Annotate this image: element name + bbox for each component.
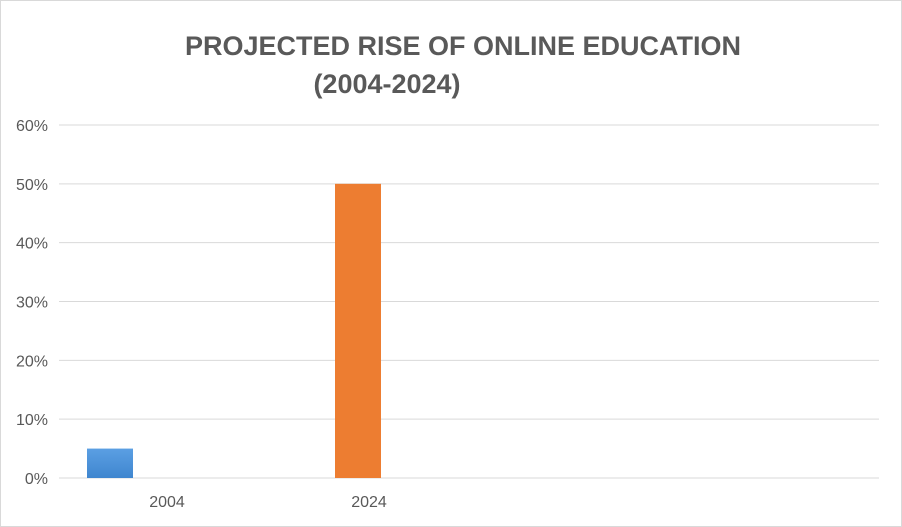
y-tick-label: 0% — [25, 471, 48, 488]
y-tick-label: 60% — [16, 118, 48, 135]
chart-title-line-1: PROJECTED RISE OF ONLINE EDUCATION — [185, 31, 741, 61]
y-tick-label: 10% — [16, 412, 48, 429]
gridlines — [59, 124, 879, 479]
y-tick-label: 30% — [16, 295, 48, 312]
x-tick-label: 2004 — [149, 494, 185, 511]
y-tick-label: 20% — [16, 353, 48, 370]
bar-2024 — [335, 183, 381, 479]
y-tick-label: 40% — [16, 236, 48, 253]
chart-title-line-2: (2004-2024) — [313, 69, 460, 99]
bars — [87, 183, 381, 479]
y-axis-ticks: 0% 10% 20% 30% 40% 50% 60% — [16, 118, 48, 488]
x-tick-label: 2024 — [351, 494, 387, 511]
y-tick-label: 50% — [16, 177, 48, 194]
bar-2004 — [87, 448, 133, 478]
x-axis-ticks: 2004 2024 — [149, 494, 387, 511]
